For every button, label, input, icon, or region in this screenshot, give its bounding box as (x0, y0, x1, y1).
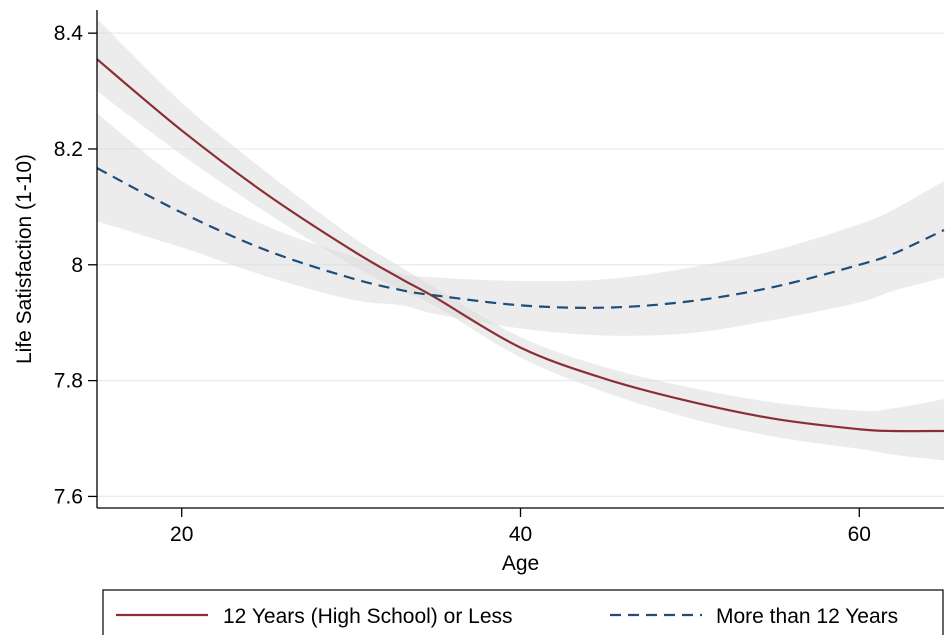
y-tick-label-2: 8 (71, 254, 83, 277)
series-line-1 (96, 167, 945, 309)
x-axis-ticks: 20 40 60 (170, 508, 871, 546)
y-tick-label-1: 7.8 (54, 370, 83, 393)
legend-box (102, 589, 944, 635)
legend-label-high-school: 12 Years (High School) or Less (223, 605, 513, 628)
y-axis-title: Life Satisfaction (1-10) (13, 154, 36, 364)
legend: 12 Years (High School) or Less More than… (102, 589, 944, 635)
ci-band-0 (97, 18, 944, 461)
x-tick-label-0: 20 (170, 523, 193, 546)
y-tick-label-3: 8.2 (54, 138, 83, 161)
y-tick-label-4: 8.4 (54, 22, 84, 45)
x-tick-label-2: 60 (848, 523, 871, 546)
confidence-bands (97, 18, 944, 461)
x-tick-label-1: 40 (509, 523, 532, 546)
x-axis-title: Age (502, 552, 539, 575)
ci-band-1 (97, 113, 944, 336)
y-axis-ticks: 7.6 7.8 8 8.2 8.4 (54, 22, 97, 508)
y-tick-label-0: 7.6 (54, 485, 83, 508)
series-lines (96, 58, 945, 433)
legend-label-more-than-12: More than 12 Years (716, 605, 898, 628)
series-line-0 (96, 58, 945, 433)
